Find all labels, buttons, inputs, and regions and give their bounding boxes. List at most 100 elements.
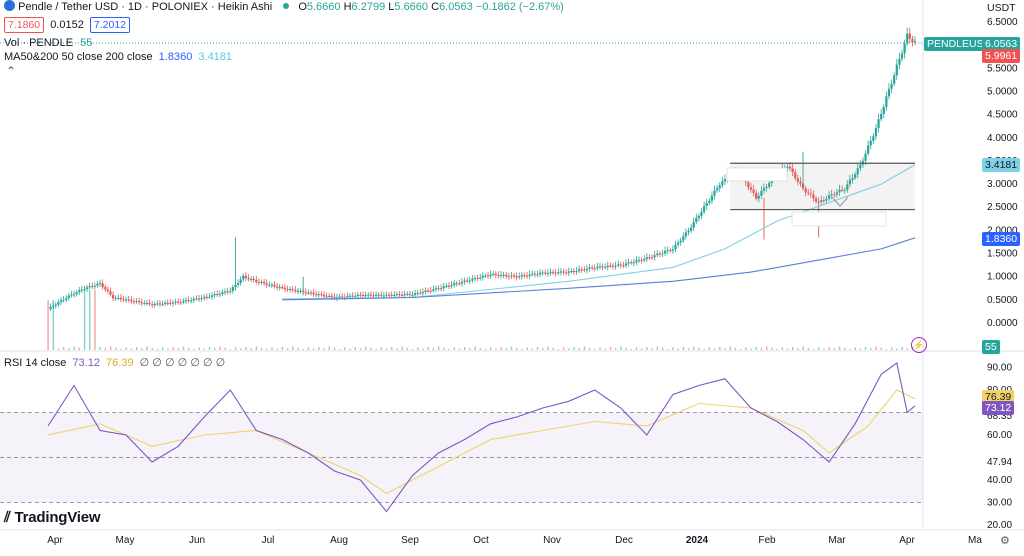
- volume-bar: [614, 348, 617, 350]
- candle-body: [869, 140, 872, 146]
- volume-bar: [526, 347, 528, 350]
- candle-body: [148, 302, 151, 305]
- candle-body: [455, 283, 458, 285]
- currency-label[interactable]: USDT: [987, 2, 1016, 14]
- candle-body: [598, 266, 602, 268]
- candle-body: [471, 278, 474, 281]
- candle-body: [387, 294, 391, 296]
- volume-bar: [245, 347, 247, 350]
- volume-bar: [380, 347, 383, 350]
- volume-bar: [333, 347, 336, 350]
- price-tick-label: 1.5000: [987, 249, 1018, 260]
- volume-bar: [521, 349, 523, 350]
- rsi-na-3: ∅: [164, 357, 175, 369]
- candle-body: [703, 206, 706, 212]
- volume-bar: [583, 346, 586, 350]
- candle-body: [497, 275, 500, 277]
- volume-bar: [125, 347, 127, 350]
- volume-bar: [448, 349, 450, 350]
- candle-body: [309, 292, 313, 294]
- candle-body: [333, 297, 336, 299]
- candle-body: [791, 168, 794, 173]
- candle-body: [114, 297, 117, 299]
- candle-body: [606, 265, 609, 268]
- candle-body: [505, 274, 508, 277]
- time-tick-label: 2024: [686, 535, 709, 546]
- candle-body: [78, 290, 81, 293]
- volume-bar: [359, 348, 362, 350]
- candle-body: [85, 287, 89, 290]
- settings-gear-icon[interactable]: ⚙: [1000, 535, 1010, 547]
- candle-body: [273, 284, 276, 287]
- volume-bar: [630, 349, 633, 350]
- price-tick-label: 4.5000: [987, 110, 1018, 121]
- symbol-title: Pendle / Tether USD · 1D · POLONIEX · He…: [18, 1, 273, 13]
- candle-body: [377, 294, 380, 296]
- candle-body: [59, 300, 63, 303]
- volume-bar: [620, 346, 622, 350]
- candle-body: [830, 194, 833, 196]
- candle-body: [182, 300, 185, 303]
- volume-bar: [833, 348, 836, 350]
- candle-body: [645, 257, 648, 260]
- volume-bar: [896, 348, 898, 350]
- volume-bar: [854, 347, 856, 350]
- volume-bar: [104, 348, 107, 350]
- candle-body: [390, 294, 393, 296]
- last-price-flag: 6.0563: [982, 37, 1021, 51]
- rsi-tick-label: 40.00: [987, 475, 1012, 486]
- candle-body: [630, 262, 633, 264]
- collapse-chevron-icon[interactable]: ⌃: [6, 64, 17, 78]
- candle-body: [489, 274, 492, 276]
- volume-bar: [214, 348, 216, 350]
- volume-bar: [385, 348, 388, 350]
- rsi-legend[interactable]: RSI 14 close 73.12 76.39 ∅ ∅ ∅ ∅ ∅ ∅ ∅: [4, 356, 225, 369]
- volume-bar: [73, 346, 75, 350]
- volume-bar: [437, 346, 440, 350]
- candle-body: [49, 306, 52, 310]
- volume-legend[interactable]: Vol · PENDLE 55: [4, 37, 92, 49]
- price-tick-label: 5.5000: [987, 63, 1018, 74]
- buy-button[interactable]: 7.2012: [89, 17, 131, 33]
- candle-body: [679, 240, 682, 243]
- candle-body: [486, 275, 490, 277]
- candle-body: [364, 295, 367, 297]
- candle-body: [299, 290, 302, 292]
- ma50-flag: 1.8360: [982, 232, 1021, 246]
- candle-body: [822, 200, 825, 202]
- volume-bar: [83, 290, 86, 350]
- volume-bar: [687, 348, 690, 350]
- candle-body: [289, 289, 292, 291]
- lightning-icon[interactable]: ⚡: [911, 337, 927, 353]
- candle-body: [585, 268, 589, 271]
- candle-body: [906, 33, 909, 44]
- volume-bar: [474, 346, 476, 350]
- candle-body: [317, 294, 320, 296]
- candle-body: [846, 184, 849, 191]
- candle-body: [359, 294, 362, 296]
- volume-bar: [208, 347, 211, 350]
- ma-legend[interactable]: MA50&200 50 close 200 close 1.8360 3.418…: [4, 51, 232, 63]
- candle-body: [395, 294, 398, 296]
- candle-body: [460, 281, 464, 284]
- price-tick-label: 1.0000: [987, 272, 1018, 283]
- candle-body: [445, 285, 448, 287]
- volume-bar: [547, 346, 549, 350]
- candle-body: [151, 304, 154, 306]
- candle-body: [57, 302, 60, 305]
- sell-button[interactable]: 7.1860: [4, 17, 45, 33]
- candle-body: [440, 288, 443, 290]
- candle-body: [83, 289, 86, 291]
- time-tick-label: Oct: [473, 535, 489, 546]
- candle-body: [117, 297, 120, 299]
- candle-body: [788, 166, 792, 169]
- volume-bar: [682, 347, 685, 350]
- tradingview-logo: ⫽ TradingView: [4, 509, 101, 526]
- candle-body: [328, 295, 331, 297]
- candle-body: [596, 266, 599, 269]
- candle-body: [70, 294, 73, 296]
- volume-bar: [365, 346, 367, 350]
- time-tick-label: Jul: [262, 535, 275, 546]
